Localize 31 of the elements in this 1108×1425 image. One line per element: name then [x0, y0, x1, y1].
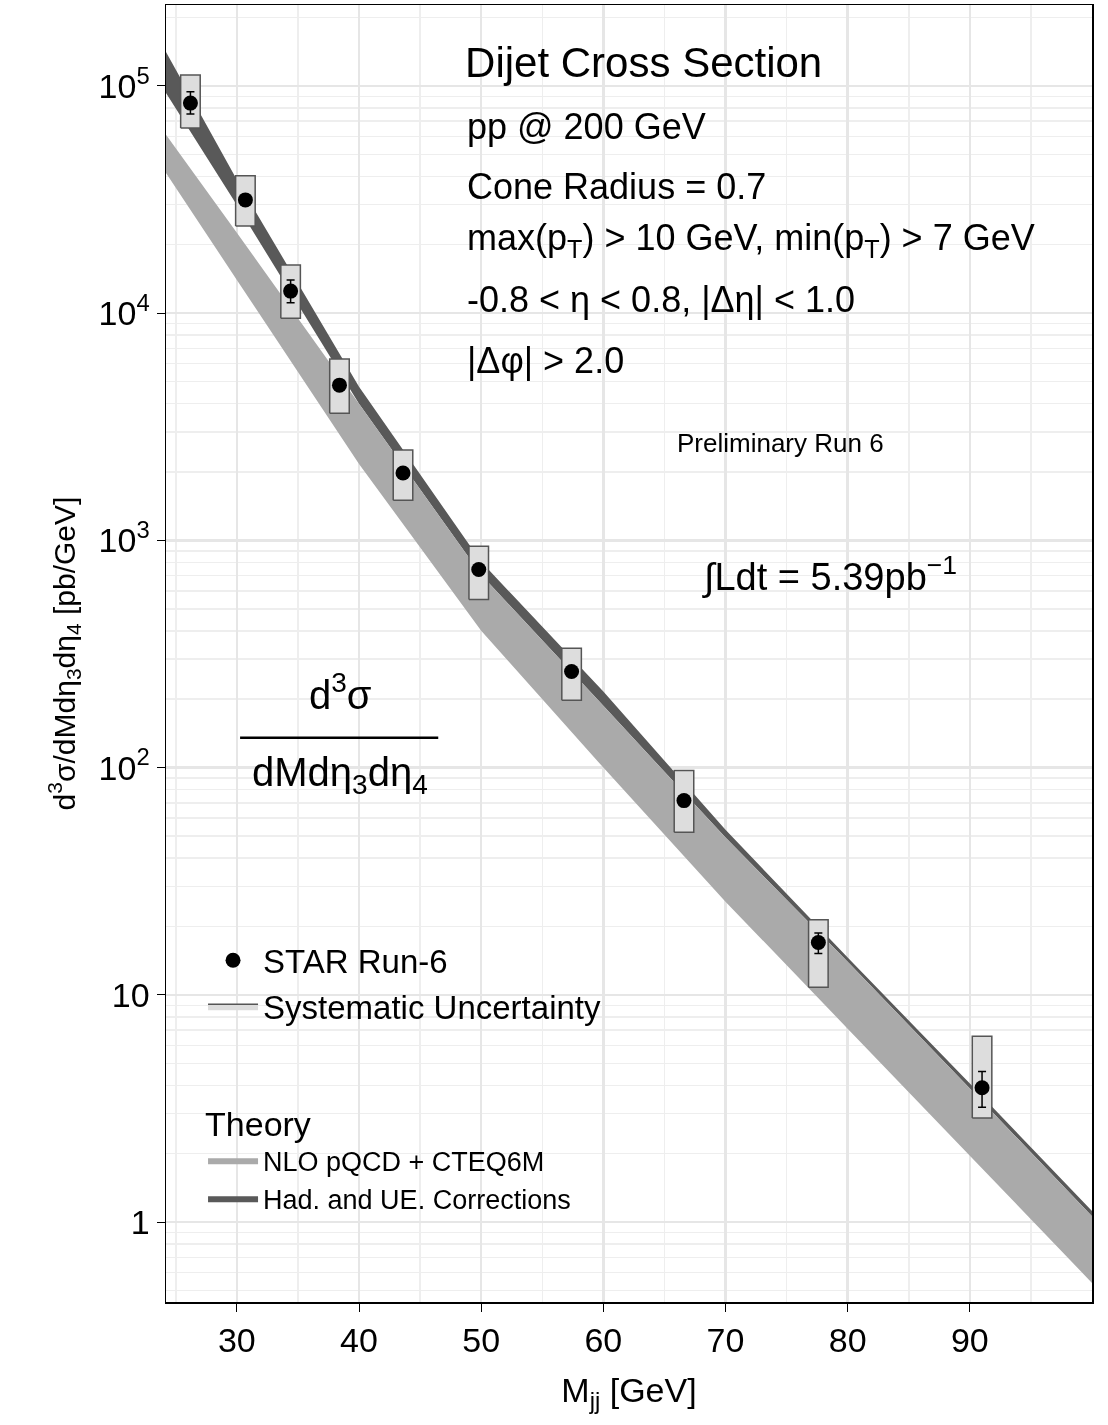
- annotation: pp @ 200 GeV: [467, 106, 706, 147]
- annotation: Preliminary Run 6: [677, 428, 884, 458]
- legend-label: STAR Run-6: [263, 943, 448, 981]
- legend-label: NLO pQCD + CTEQ6M: [263, 1146, 545, 1177]
- annotation: max(p$_{T}$) > 10 GeV, min(p$_{T}$) > 7 GeV: [467, 217, 1035, 263]
- annotation: ∫Ldt = 5.39pb$^{−1}$: [702, 550, 958, 599]
- y-tick-label: 10$^{4}$: [98, 288, 150, 333]
- y-tick-label: 10$^{5}$: [98, 61, 150, 105]
- y-tick-label: 10$^{3}$: [98, 516, 150, 560]
- legend-label: Systematic Uncertainty: [263, 989, 601, 1027]
- legend-title: Theory: [205, 1105, 311, 1144]
- x-axis-title: M$_{jj}$ [GeV]: [561, 1371, 697, 1415]
- y-tick-label: 10: [111, 975, 150, 1014]
- annotation: -0.8 < η < 0.8, |Δη| < 1.0: [467, 279, 856, 320]
- x-tick-label: 80: [828, 1321, 867, 1360]
- x-tick-label: 90: [950, 1321, 989, 1360]
- annotation: d$^{3}$σ: [309, 667, 372, 717]
- x-tick-label: 60: [584, 1321, 623, 1360]
- point: [810, 934, 826, 950]
- text: Dijet Cross Section: [465, 38, 823, 86]
- annotation: |Δφ| > 2.0: [467, 340, 625, 381]
- x-tick-label: 40: [340, 1321, 378, 1360]
- point: [974, 1080, 990, 1096]
- y-tick-label: 10$^{2}$: [98, 743, 150, 787]
- annotation: Cone Radius = 0.7: [467, 166, 767, 207]
- x-tick-label: 70: [706, 1321, 745, 1360]
- x-tick-label: 30: [217, 1321, 256, 1360]
- y-tick-label: 1: [130, 1202, 150, 1241]
- legend-label: Had. and UE. Corrections: [263, 1184, 571, 1215]
- x-tick-label: 50: [462, 1321, 501, 1360]
- annotation: dMdη$_{3}$dη$_{4}$: [252, 750, 428, 801]
